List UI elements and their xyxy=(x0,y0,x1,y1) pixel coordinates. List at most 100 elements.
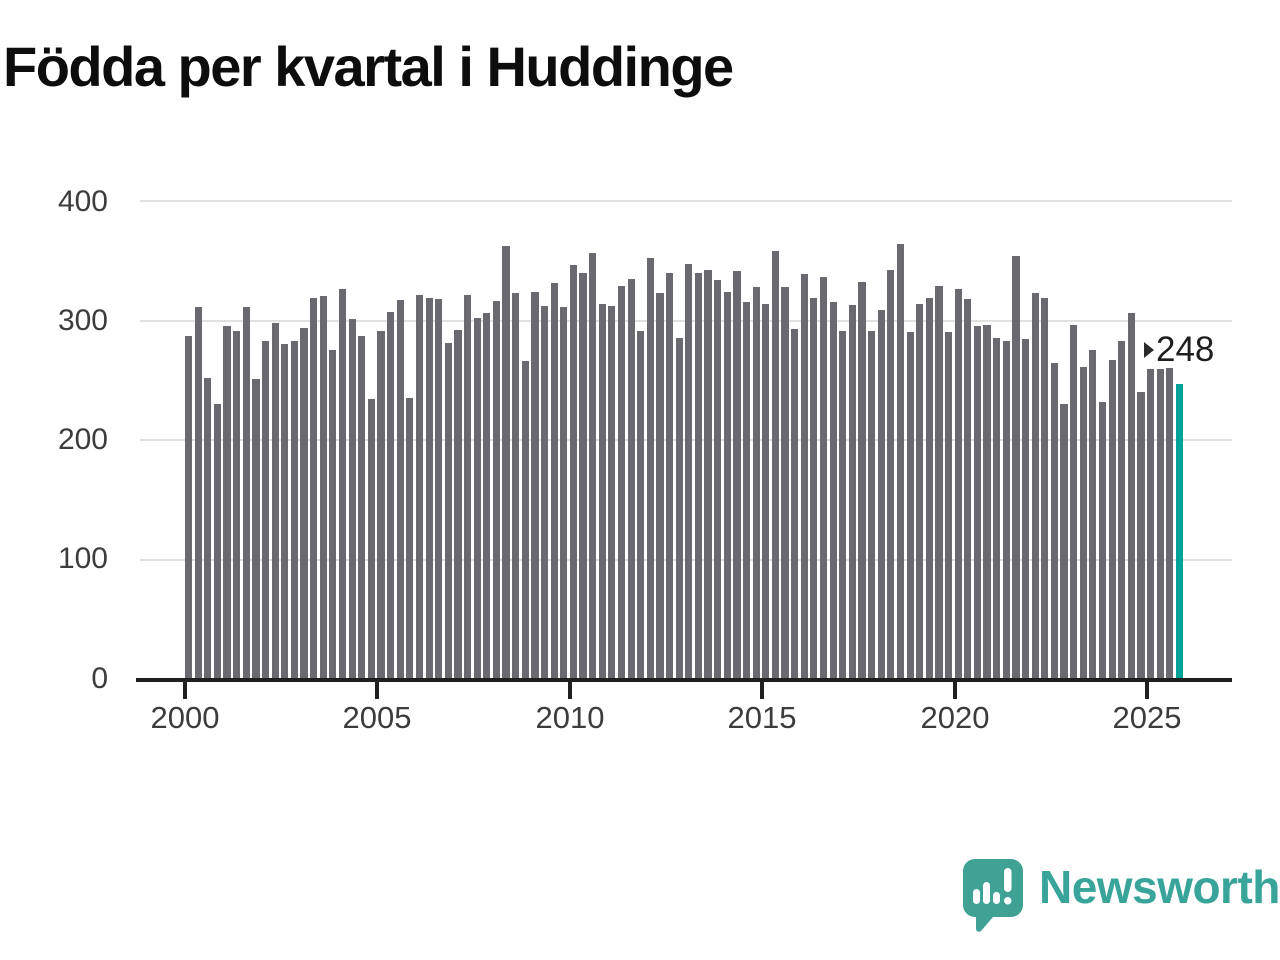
bar xyxy=(771,251,779,680)
bar xyxy=(1137,392,1145,680)
x-tick-label: 2015 xyxy=(727,700,797,735)
bar xyxy=(598,303,606,680)
bar xyxy=(338,289,347,680)
bar xyxy=(560,307,568,680)
bar xyxy=(819,277,828,680)
bar xyxy=(916,303,924,680)
last-value-annotation: 248 xyxy=(1144,330,1214,370)
bar xyxy=(540,306,549,680)
bar xyxy=(1166,368,1174,680)
bar xyxy=(925,297,933,680)
brand-footer: Newsworthy xyxy=(961,857,1280,937)
bar xyxy=(810,297,818,680)
bar xyxy=(300,327,308,680)
bar xyxy=(406,398,414,680)
bar xyxy=(1060,404,1068,680)
bar xyxy=(367,399,375,680)
bar xyxy=(1156,369,1164,680)
x-tick-2015 xyxy=(760,680,765,699)
bar xyxy=(858,282,866,680)
bar xyxy=(310,297,318,680)
bar xyxy=(656,292,664,680)
y-tick-label: 0 xyxy=(91,662,108,695)
bar xyxy=(714,279,722,680)
bar xyxy=(454,329,462,680)
bar xyxy=(964,298,972,680)
bar xyxy=(1012,255,1020,680)
bar xyxy=(954,289,962,680)
bar xyxy=(1041,297,1049,680)
bar xyxy=(415,295,424,680)
x-tick-label: 2025 xyxy=(1112,700,1182,735)
bar xyxy=(281,344,289,680)
bar xyxy=(290,340,298,680)
bar xyxy=(531,291,539,680)
bar xyxy=(800,273,808,680)
bar xyxy=(233,331,241,680)
x-tick-2005 xyxy=(375,680,380,699)
y-tick-label: 100 xyxy=(57,542,108,575)
bar xyxy=(1031,292,1039,680)
bar xyxy=(973,326,982,680)
bar xyxy=(762,303,770,680)
bar xyxy=(579,272,587,680)
bar xyxy=(983,325,991,680)
bar xyxy=(704,270,712,680)
bar xyxy=(608,306,616,680)
bar xyxy=(358,335,366,680)
bar xyxy=(791,328,799,680)
bar xyxy=(435,298,443,680)
bar xyxy=(781,286,789,680)
bar xyxy=(194,307,202,680)
bar xyxy=(1147,369,1155,680)
x-tick-label: 2020 xyxy=(920,700,990,735)
bar xyxy=(512,292,520,680)
bar xyxy=(733,271,741,680)
bar-highlighted xyxy=(1175,383,1184,680)
bar xyxy=(387,311,395,680)
bar xyxy=(377,331,385,680)
bar xyxy=(752,286,760,680)
bar xyxy=(589,253,597,680)
bar xyxy=(261,340,270,680)
brand-wordmark: Newsworthy xyxy=(1039,861,1280,913)
bar xyxy=(906,332,914,680)
bar xyxy=(473,317,481,680)
bar xyxy=(483,313,491,680)
bar xyxy=(666,272,674,680)
bar xyxy=(896,243,905,680)
bar xyxy=(944,332,953,680)
bar xyxy=(1089,350,1097,680)
bar xyxy=(1079,366,1087,680)
bar xyxy=(877,309,885,680)
x-tick-2020 xyxy=(952,680,957,699)
bar xyxy=(675,338,683,680)
bar xyxy=(1070,325,1078,680)
bar xyxy=(646,258,654,680)
bar xyxy=(1127,313,1135,680)
y-tick-label: 300 xyxy=(57,304,108,337)
bar xyxy=(742,302,751,680)
x-tick-2025 xyxy=(1145,680,1149,699)
gridline-400 xyxy=(140,200,1232,202)
bar xyxy=(252,378,260,680)
bar xyxy=(329,350,337,680)
bar xyxy=(685,264,693,680)
x-tick-2000 xyxy=(183,680,187,699)
bar xyxy=(204,377,212,680)
bar xyxy=(348,319,356,680)
bar xyxy=(319,296,327,680)
bar xyxy=(1118,340,1126,680)
bar xyxy=(271,322,279,680)
newsworthy-logo-icon xyxy=(963,859,1023,932)
bar xyxy=(868,331,876,680)
bar xyxy=(223,326,231,680)
bar xyxy=(627,278,635,680)
bar xyxy=(521,360,529,680)
bar xyxy=(637,331,645,680)
chart-title: Födda per kvartal i Huddinge xyxy=(3,35,734,98)
x-tick-label: 2010 xyxy=(535,700,605,735)
